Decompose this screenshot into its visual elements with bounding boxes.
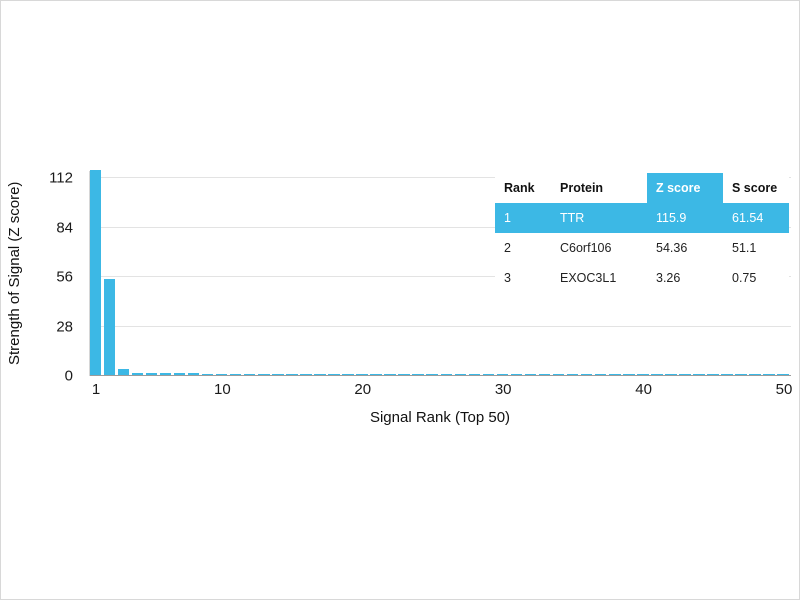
table-cell: C6orf106 [551,233,647,263]
bar [665,374,677,375]
table-cell: 61.54 [723,203,789,233]
bar [496,374,509,375]
bar [637,374,649,375]
bar [777,374,789,375]
bar [552,374,565,375]
bar [384,374,396,375]
bar [145,373,158,375]
table-cell: TTR [551,203,647,233]
bar [440,374,453,375]
gridline [89,276,791,278]
table-header-rank: Rank [495,173,551,203]
bar [159,373,172,375]
bar [651,374,663,375]
y-tick-label: 112 [49,169,73,187]
bar [721,374,733,375]
table-header-z-score: Z score [647,173,723,203]
bar [510,374,523,375]
bar [243,373,256,375]
bar [272,373,284,375]
bar [300,373,312,375]
bar [679,374,691,375]
bar [89,170,102,375]
bar [763,374,775,375]
gridline [89,325,791,327]
bar [468,374,481,375]
x-tick-label: 10 [214,381,231,398]
x-axis-labels: 1 10 20 30 40 50 [89,381,793,402]
x-tick-label: 40 [635,381,652,398]
bar [370,373,382,375]
table-cell: 51.1 [723,233,789,263]
bar [749,374,761,375]
bars [89,170,791,376]
gridline [89,226,791,228]
y-axis-labels: 0 28 56 84 112 [1,169,81,384]
table-header-protein: Protein [551,173,647,203]
x-axis-title: Signal Rank (Top 50) [369,409,511,426]
bar [566,374,579,375]
bar [538,374,551,375]
bar [328,373,340,375]
bar [693,374,705,375]
bar [173,373,186,375]
bar [342,373,354,375]
bar [201,373,214,375]
x-tick-label: 20 [354,381,372,398]
bar [454,374,467,375]
gridline [89,177,791,179]
bar [131,372,144,375]
bar [257,373,270,375]
bar [524,374,537,375]
bar [623,374,635,375]
table-cell: 3.26 [647,263,723,293]
rank-table: Rank Protein Z score S score 1 TTR 115.9 61.54 2… [495,173,789,293]
gridline [89,375,791,376]
y-tick-label: 28 [56,318,73,336]
plot-area [89,170,791,376]
bar [412,374,424,375]
bar [398,374,410,375]
y-tick-label: 84 [56,219,73,237]
y-tick-label: 56 [56,268,73,286]
bar [608,374,621,375]
bar [286,373,298,375]
bar [215,373,228,375]
bar [580,374,593,375]
x-tick-label: 30 [494,381,512,398]
bar [117,369,130,375]
table-cell: 115.9 [647,203,723,233]
x-tick-label: 50 [775,381,793,398]
table-cell: 0.75 [723,263,789,293]
y-tick-label: 0 [64,367,73,385]
bar [707,374,719,375]
table-cell: 3 [495,263,551,293]
table-cell: 54.36 [647,233,723,263]
table-cell: EXOC3L1 [551,263,647,293]
bar [482,374,495,375]
bar [314,373,326,375]
table-header-s-score: S score [723,173,789,203]
x-tick-label: 1 [91,381,101,398]
bar [426,374,438,375]
bar [229,373,242,375]
table-cell: 2 [495,233,551,263]
bar [187,373,200,375]
table-cell: 1 [495,203,551,233]
bar [103,278,116,375]
bar [356,373,368,375]
bar [735,374,747,375]
bar [594,374,607,375]
